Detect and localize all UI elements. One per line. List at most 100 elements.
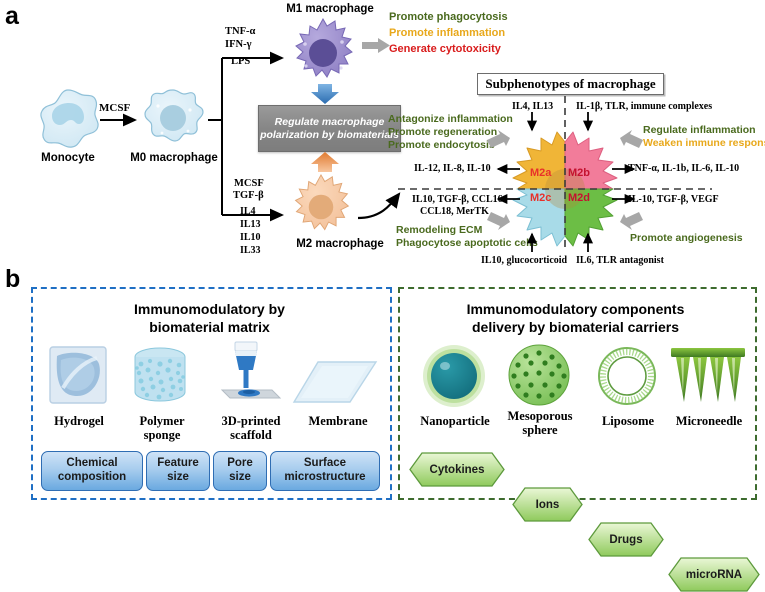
- chip-pore-size[interactable]: Pore size: [213, 451, 267, 491]
- biomaterial-matrix-title: Immunomodulatory by biomaterial matrix: [41, 300, 378, 336]
- chip-microrna[interactable]: microRNA: [668, 557, 760, 592]
- m2-stimulus-tgfb: TGF-β: [233, 190, 264, 201]
- m2-stimulus-il33: IL33: [240, 245, 261, 256]
- function-m2a-0: Antagonize inflammation: [388, 113, 513, 125]
- chip-surface-microstructure-line1: Surface: [303, 457, 347, 470]
- polymer-sponge-label-line2: sponge: [143, 428, 181, 443]
- chip-feature-size-line2: size: [167, 471, 189, 483]
- nanoparticle-label: Nanoparticle: [410, 414, 500, 428]
- chip-ions-label: Ions: [535, 498, 560, 511]
- center-statement-text: Regulate macrophage polarization by biom…: [260, 115, 399, 141]
- secretion-m2c-line1: IL10, TGF-β, CCL16: [412, 194, 503, 205]
- biomaterial-matrix-section: [31, 287, 392, 500]
- chip-surface-microstructure-line2: microstructure: [284, 471, 366, 483]
- chip-cytokines-label: Cytokines: [429, 463, 485, 476]
- chip-microrna-label: microRNA: [685, 568, 743, 581]
- chip-chemical-composition-line1: Chemical: [66, 457, 118, 470]
- mesoporous-label-line1: Mesoporous: [507, 409, 573, 423]
- m2-stimulus-mcsf: MCSF: [234, 178, 264, 189]
- secretion-m2d: IL-10, TGF-β, VEGF: [628, 194, 719, 205]
- function-m2d-0: Promote angiogenesis: [630, 232, 743, 244]
- secretion-m2c-line2: CCL18, MerTK: [420, 206, 489, 217]
- secretion-m2a: IL-12, IL-8, IL-10: [414, 163, 491, 174]
- chip-chemical-composition[interactable]: Chemical composition: [41, 451, 143, 491]
- scaffold-label-line1: 3D-printed: [221, 414, 281, 428]
- polymer-sponge-icon: [129, 344, 191, 411]
- chip-pore-size-line1: Pore: [227, 457, 253, 470]
- panel-a-letter: a: [5, 2, 19, 30]
- m0-macrophage-cell: [140, 88, 206, 150]
- function-m2c-0: Remodeling ECM: [396, 224, 483, 236]
- quadrant-m2d: [564, 188, 618, 247]
- m2-stimulus-il4: IL4: [240, 206, 256, 217]
- liposome-label-line1: Liposome: [601, 414, 655, 428]
- secretion-m2b: TNF-α, IL-1b, IL-6, IL-10: [628, 163, 740, 174]
- chip-cytokines[interactable]: Cytokines: [409, 452, 505, 487]
- membrane-label-line1: Membrane: [308, 414, 368, 428]
- liposome-label: Liposome: [588, 414, 668, 428]
- hydrogel-icon: [47, 344, 109, 411]
- center-statement-box: Regulate macrophage polarization by biom…: [258, 105, 401, 152]
- membrane-icon: [292, 358, 378, 413]
- nanoparticle-label-line1: Nanoparticle: [420, 414, 490, 428]
- polymer-sponge-label-line1: Polymer: [139, 414, 185, 428]
- subphenotypes-title-box: Subphenotypes of macrophage: [477, 73, 664, 95]
- 3d-printed-scaffold-label: 3D-printed scaffold: [206, 414, 296, 443]
- m2-stimulus-il10: IL10: [240, 232, 261, 243]
- monocyte-label: Monocyte: [41, 152, 95, 164]
- chip-pore-size-line2: size: [229, 471, 251, 483]
- function-m2a-2: Promote endocytosis: [388, 139, 495, 151]
- hydrogel-label: Hydrogel: [41, 414, 117, 428]
- chip-ions[interactable]: Ions: [512, 487, 583, 522]
- quadrant-label-m2a: M2a: [530, 167, 552, 179]
- polymer-sponge-label: Polymer sponge: [124, 414, 200, 443]
- carriers-title-line1: Immunomodulatory components: [466, 301, 685, 317]
- mesoporous-sphere-icon: [508, 344, 570, 411]
- microneedle-label-line1: Microneedle: [675, 414, 743, 428]
- subphenotype-quadrant-cluster: [505, 128, 625, 250]
- hydrogel-label-line1: Hydrogel: [54, 414, 104, 428]
- nanoparticle-icon: [422, 344, 486, 413]
- m1-stimulus-tnfa: TNF-α: [225, 26, 256, 37]
- mesoporous-sphere-label: Mesoporous sphere: [497, 409, 583, 438]
- chip-feature-size[interactable]: Feature size: [146, 451, 210, 491]
- inducer-bottom-right: IL6, TLR antagonist: [576, 255, 664, 266]
- scaffold-label-line2: scaffold: [230, 428, 272, 443]
- panel-b-letter: b: [5, 265, 21, 293]
- m2-macrophage-cell: [288, 174, 354, 240]
- m1-outcome-0: Promote phagocytosis: [389, 11, 508, 23]
- chip-surface-microstructure[interactable]: Surface microstructure: [270, 451, 380, 491]
- subphenotypes-title: Subphenotypes of macrophage: [485, 76, 656, 91]
- inducer-top-right: IL-1β, TLR, immune complexes: [576, 101, 713, 112]
- monocyte-cell: [36, 88, 100, 150]
- mesoporous-label-line2: sphere: [522, 423, 558, 438]
- chip-drugs[interactable]: Drugs: [588, 522, 664, 557]
- liposome-icon: [597, 346, 657, 411]
- chip-drugs-label: Drugs: [609, 533, 643, 546]
- m1-macrophage-title: M1 macrophage: [286, 3, 374, 15]
- inducer-bottom-left: IL10, glucocorticoid: [481, 255, 568, 266]
- m0-macrophage-label: M0 macrophage: [130, 152, 218, 164]
- microneedle-icon: [669, 346, 747, 413]
- mcsf-label: MCSF: [99, 102, 131, 114]
- m2-stimulus-il13: IL13: [240, 219, 261, 230]
- carriers-title-line2: delivery by biomaterial carriers: [472, 319, 679, 336]
- inducer-top-left: IL4, IL13: [512, 101, 554, 112]
- m1-stimulus-lps: LPS: [231, 56, 251, 67]
- function-m2a-1: Promote regeneration: [388, 126, 498, 138]
- function-m2b-1: Weaken immune response: [643, 137, 765, 149]
- biomaterial-carriers-title: Immunomodulatory components delivery by …: [404, 300, 747, 336]
- chip-chemical-composition-line2: composition: [57, 471, 127, 483]
- quadrant-m2a: [512, 131, 566, 190]
- function-m2c-1: Phagocytose apoptotic cells: [396, 237, 538, 249]
- matrix-title-line2: biomaterial matrix: [149, 319, 270, 336]
- microneedle-label: Microneedle: [666, 414, 752, 428]
- quadrant-label-m2d: M2d: [568, 192, 590, 204]
- membrane-label: Membrane: [296, 414, 380, 428]
- function-m2b-0: Regulate inflammation: [643, 124, 756, 136]
- matrix-title-line1: Immunomodulatory by: [134, 301, 285, 317]
- quadrant-label-m2b: M2b: [568, 167, 590, 179]
- m1-stimulus-ifng: IFN-γ: [225, 39, 252, 50]
- m1-outcome-1: Promote inflammation: [389, 27, 506, 39]
- quadrant-m2b: [564, 131, 618, 190]
